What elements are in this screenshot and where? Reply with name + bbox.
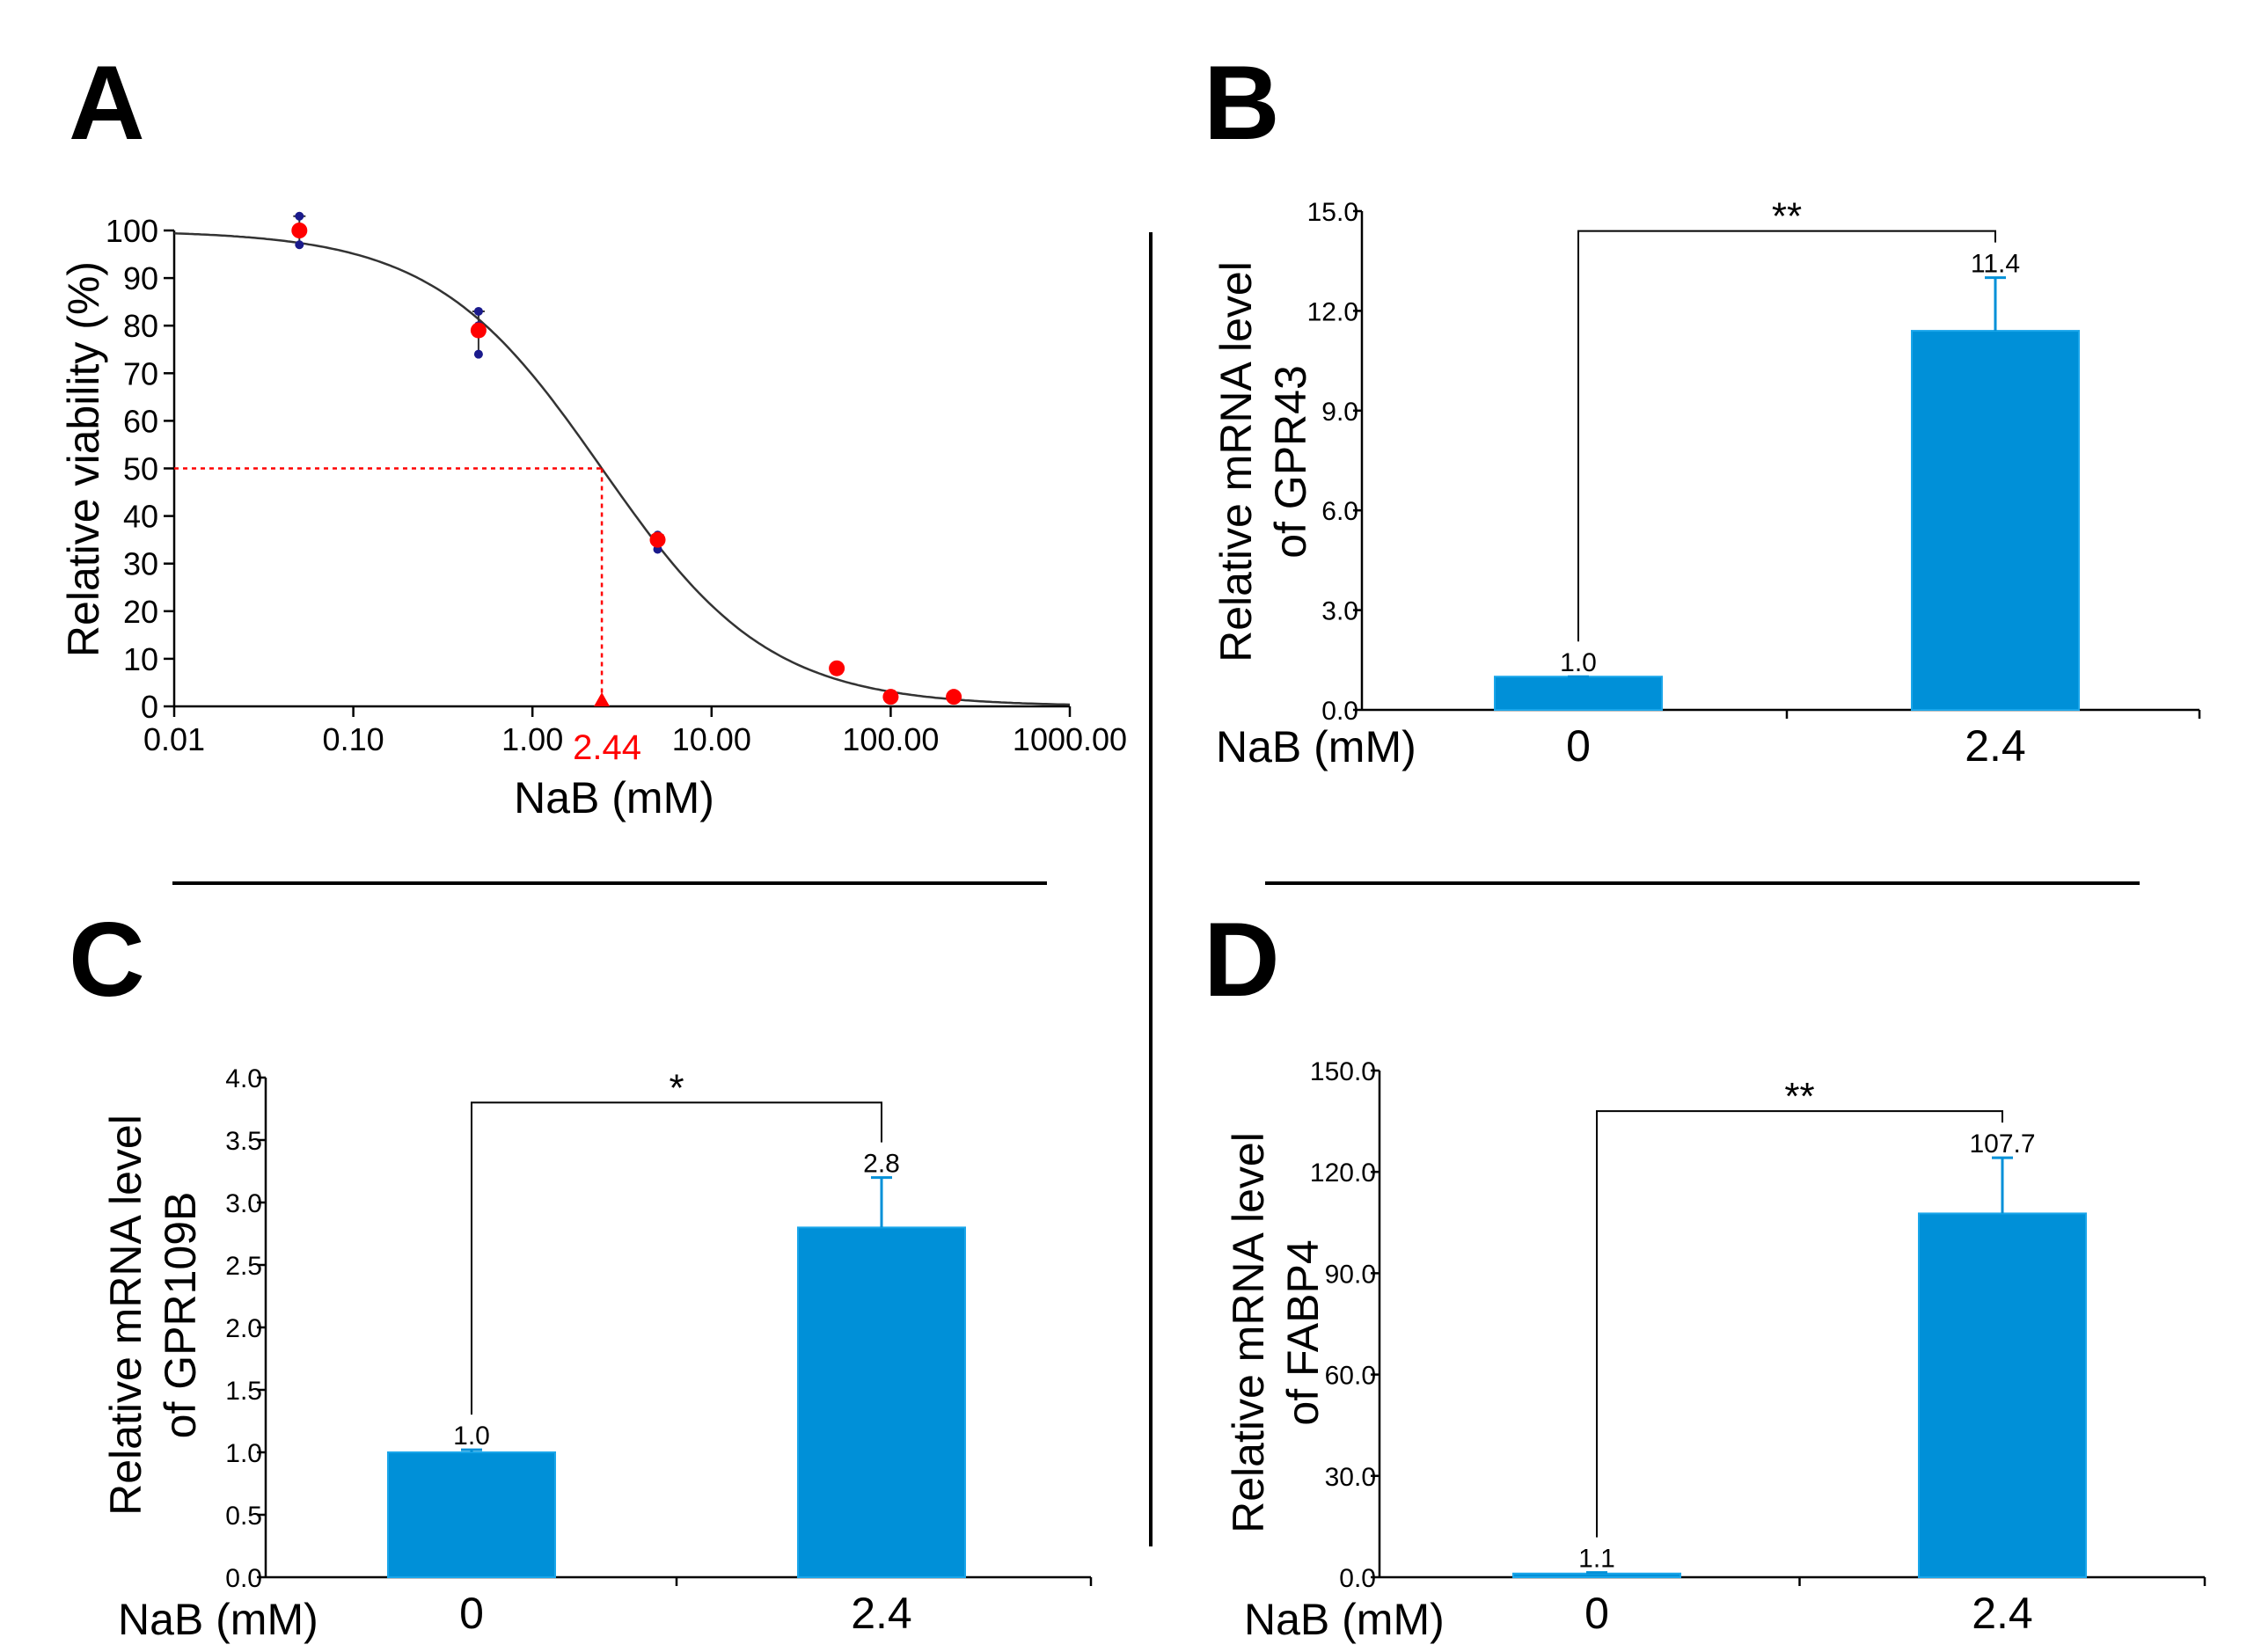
ic50-label: 2.44 [573,728,641,767]
y-tick-label: 2.0 [225,1314,262,1343]
value-label: 1.0 [453,1422,490,1451]
x-axis-label: NaB (mM) [514,773,714,822]
mean-point [291,223,308,238]
y-tick-label: 0.0 [1321,697,1358,726]
y-tick-label: 3.0 [225,1189,262,1218]
mean-point [649,531,666,548]
value-label: 11.4 [1971,250,2020,279]
panel-c: C 0.0 0.5 1.0 1.5 2.0 2.5 3.0 3.5 4.0 1.0 0 2.8 2.4 *… [69,901,1093,1644]
x-tick-label: 1000.00 [1013,721,1127,757]
bar [1911,330,2080,711]
y-axis-label-line2: of GPR43 [1266,365,1315,559]
y-axis-label-line1: Relative mRNA level [1211,261,1261,662]
y-tick-label: 6.0 [1321,497,1358,526]
significance-marker: ** [1784,1075,1814,1118]
mean-point [470,322,487,339]
y-tick-label: 1.5 [225,1377,262,1406]
y-tick-label: 20 [123,594,158,630]
x-axis-label: NaB (mM) [1216,722,1416,771]
bar [1494,676,1663,712]
panel-letter: D [1204,901,1280,1019]
y-tick-label: 0.0 [1339,1564,1376,1593]
y-tick-label: 100 [106,213,158,249]
y-tick-label: 80 [123,308,158,344]
x-tick-label: 1.00 [501,721,563,757]
y-tick-label: 0.5 [225,1502,262,1531]
category-label: 0 [459,1589,484,1638]
significance-marker: * [669,1066,684,1109]
y-tick-label: 40 [123,499,158,535]
y-tick-label: 90 [123,260,158,296]
y-tick-label: 9.0 [1321,398,1358,427]
y-axis-label-line1: Relative mRNA level [1224,1132,1273,1533]
panel-letter: A [69,44,145,162]
y-tick-label: 70 [123,355,158,391]
y-tick-label: 50 [123,451,158,487]
y-axis-label: Relative viability (%) [59,261,108,657]
value-label: 1.1 [1578,1545,1615,1574]
panel-b: B 0.0 3.0 6.0 9.0 12.0 15.0 1.0 0 11.4 2.4 ** Rela… [1204,44,2201,771]
y-tick-label: 90.0 [1325,1260,1376,1289]
panel-a: A 0 10 20 30 40 50 60 70 80 90 100 0.01 0.10 1.00 10.0… [59,44,1127,822]
significance-bracket [1596,1110,2003,1538]
x-tick-label: 0.01 [143,721,205,757]
y-tick-label: 30.0 [1325,1463,1376,1492]
value-label: 107.7 [1969,1129,2035,1159]
y-tick-label: 10 [123,641,158,677]
x-axis-label: NaB (mM) [118,1595,318,1644]
significance-marker: ** [1772,195,1802,238]
plot-marks: 0.0 3.0 6.0 9.0 12.0 15.0 1.0 0 11.4 2.4 ** [1307,195,2201,771]
x-tick-label: 10.00 [672,721,751,757]
category-label: 2.4 [1972,1589,2033,1638]
category-label: 2.4 [851,1589,912,1638]
panel-letter: C [69,901,145,1019]
y-tick-label: 12.0 [1307,297,1358,326]
category-label: 0 [1566,721,1591,771]
bar [797,1226,966,1579]
mean-point [829,660,845,676]
y-tick-label: 60.0 [1325,1362,1376,1391]
category-label: 2.4 [1965,721,2026,771]
y-tick-label: 150.0 [1310,1057,1376,1086]
bar [1512,1572,1681,1579]
value-label: 1.0 [1560,648,1597,677]
category-label: 0 [1584,1589,1609,1638]
y-tick-label: 120.0 [1310,1159,1376,1188]
mean-point [946,689,962,705]
plot-marks: 0.0 30.0 60.0 90.0 120.0 150.0 1.1 0 107.7 2.4 ** [1310,1057,2206,1638]
y-tick-label: 0.0 [225,1564,262,1593]
panel-letter: B [1204,44,1280,162]
y-tick-label: 0 [141,689,158,725]
y-axis-label-line2: of FABP4 [1278,1239,1328,1425]
plot-marks: 0 10 20 30 40 50 60 70 80 90 100 0.01 0.10 1.00 10.00 1… [106,211,1127,767]
mean-point [882,689,899,705]
bar [1918,1212,2087,1578]
plot-marks: 0.0 0.5 1.0 1.5 2.0 2.5 3.0 3.5 4.0 1.0 0 2.8 2.4 * [225,1064,1093,1638]
significance-bracket [1577,230,1996,642]
replicate-point [295,240,304,250]
y-tick-label: 3.5 [225,1127,262,1156]
replicate-point [473,349,483,359]
y-tick-label: 1.0 [225,1439,262,1468]
y-tick-label: 2.5 [225,1252,262,1281]
y-axis-label-line2: of GPR109B [156,1192,205,1439]
panel-d: D 0.0 30.0 60.0 90.0 120.0 150.0 1.1 0 107.7 2.4 *… [1204,901,2206,1644]
x-tick-label: 0.10 [323,721,384,757]
ic50-marker [594,692,611,706]
x-tick-label: 100.00 [842,721,939,757]
y-tick-label: 3.0 [1321,597,1358,626]
y-tick-label: 60 [123,403,158,439]
value-label: 2.8 [863,1150,900,1179]
fit-curve [173,231,1071,706]
replicate-point [473,306,483,316]
y-axis-label-line1: Relative mRNA level [101,1115,150,1516]
x-axis-label: NaB (mM) [1244,1595,1445,1644]
significance-bracket [471,1101,882,1415]
y-tick-label: 4.0 [225,1064,262,1093]
replicate-point [295,211,304,221]
bar [387,1451,556,1578]
y-tick-label: 15.0 [1307,198,1358,227]
y-tick-label: 30 [123,546,158,582]
